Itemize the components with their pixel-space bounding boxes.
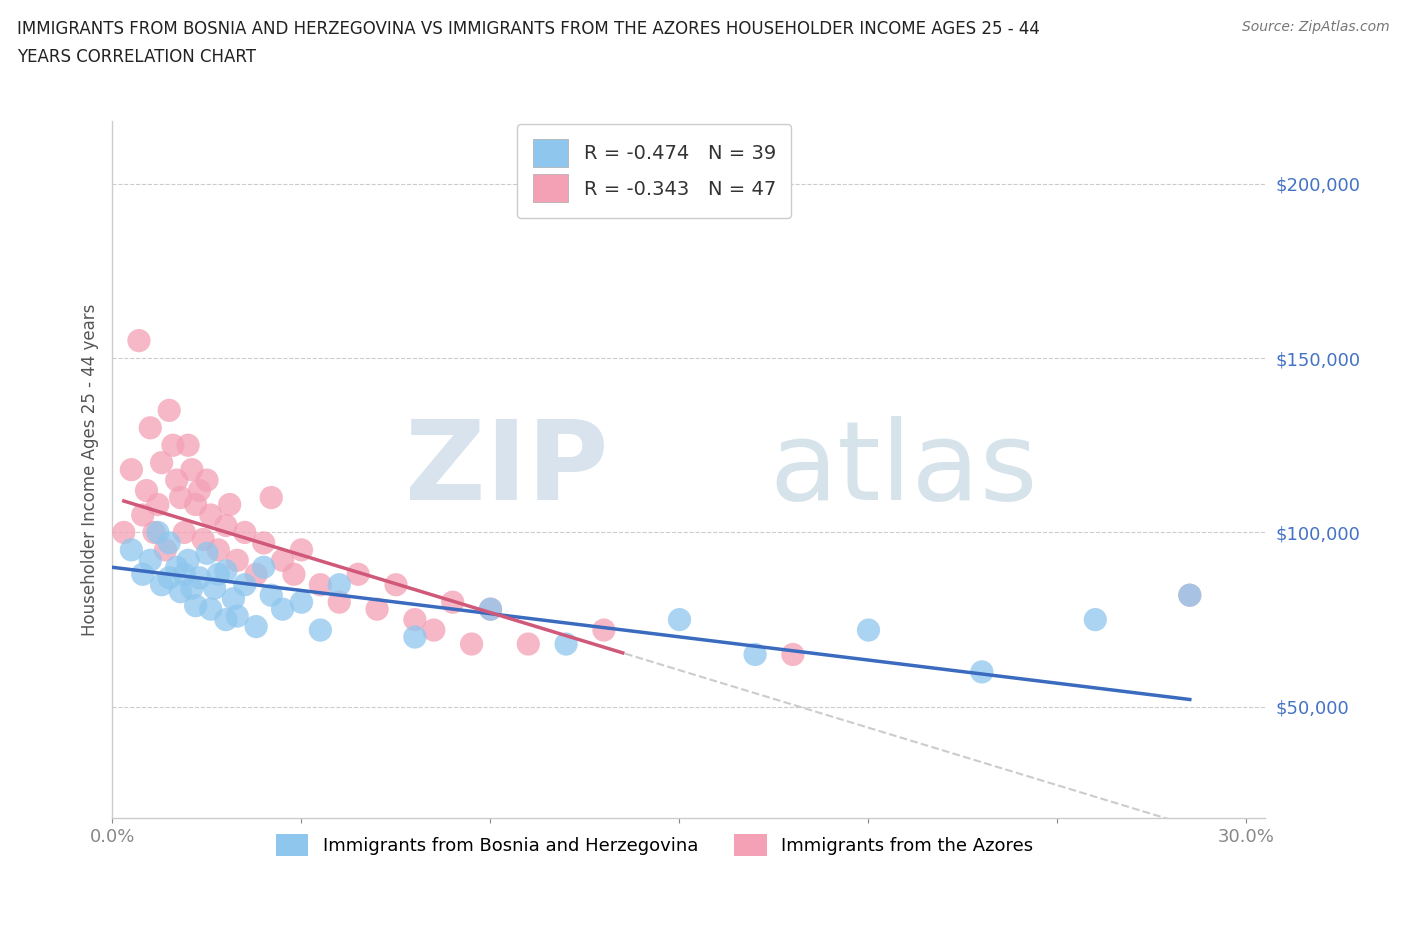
Text: YEARS CORRELATION CHART: YEARS CORRELATION CHART [17, 48, 256, 66]
Point [328, 578, 350, 592]
Point [162, 438, 184, 453]
Point [555, 637, 578, 652]
Point [226, 609, 249, 624]
Point [143, 525, 166, 539]
Point [195, 472, 218, 487]
Point [309, 578, 332, 592]
Point [218, 497, 240, 512]
Point [150, 455, 173, 470]
Point [139, 552, 162, 567]
Point [271, 552, 294, 567]
Point [385, 578, 408, 592]
Point [479, 602, 502, 617]
Point [858, 623, 880, 638]
Point [184, 497, 207, 512]
Point [460, 637, 482, 652]
Point [215, 518, 238, 533]
Point [744, 647, 766, 662]
Point [169, 584, 191, 599]
Point [245, 566, 267, 582]
Point [309, 623, 332, 638]
Point [233, 578, 256, 592]
Point [593, 623, 616, 638]
Point [366, 602, 388, 617]
Point [166, 472, 188, 487]
Point [120, 462, 142, 477]
Point [132, 566, 155, 582]
Point [260, 490, 283, 505]
Point [253, 560, 276, 575]
Point [347, 566, 370, 582]
Point [128, 333, 150, 348]
Point [180, 580, 202, 595]
Point [290, 595, 312, 610]
Point [193, 532, 215, 547]
Point [155, 542, 177, 557]
Point [1178, 588, 1201, 603]
Point [157, 403, 180, 418]
Text: ZIP: ZIP [405, 416, 609, 524]
Legend: Immigrants from Bosnia and Herzegovina, Immigrants from the Azores: Immigrants from Bosnia and Herzegovina, … [267, 825, 1042, 865]
Point [253, 536, 276, 551]
Point [120, 542, 142, 557]
Point [233, 525, 256, 539]
Point [177, 438, 200, 453]
Text: IMMIGRANTS FROM BOSNIA AND HERZEGOVINA VS IMMIGRANTS FROM THE AZORES HOUSEHOLDER: IMMIGRANTS FROM BOSNIA AND HERZEGOVINA V… [17, 20, 1040, 38]
Point [668, 612, 690, 627]
Point [150, 578, 173, 592]
Point [423, 623, 446, 638]
Point [290, 542, 312, 557]
Point [177, 552, 200, 567]
Point [404, 630, 426, 644]
Point [260, 588, 283, 603]
Point [146, 525, 169, 539]
Point [404, 612, 426, 627]
Point [1178, 588, 1201, 603]
Text: atlas: atlas [769, 416, 1038, 524]
Point [188, 570, 211, 585]
Point [146, 497, 169, 512]
Point [195, 546, 218, 561]
Point [169, 490, 191, 505]
Point [173, 525, 195, 539]
Point [135, 484, 157, 498]
Point [517, 637, 540, 652]
Point [271, 602, 294, 617]
Point [1084, 612, 1107, 627]
Point [166, 560, 188, 575]
Text: Source: ZipAtlas.com: Source: ZipAtlas.com [1241, 20, 1389, 34]
Y-axis label: Householder Income Ages 25 - 44 years: Householder Income Ages 25 - 44 years [80, 303, 98, 636]
Point [782, 647, 804, 662]
Point [222, 591, 245, 606]
Point [112, 525, 135, 539]
Point [207, 566, 229, 582]
Point [200, 508, 222, 523]
Point [157, 536, 180, 551]
Point [207, 542, 229, 557]
Point [200, 602, 222, 617]
Point [132, 508, 155, 523]
Point [328, 595, 350, 610]
Point [215, 612, 238, 627]
Point [970, 664, 993, 679]
Point [184, 598, 207, 613]
Point [283, 566, 305, 582]
Point [215, 564, 238, 578]
Point [139, 420, 162, 435]
Point [188, 484, 211, 498]
Point [479, 602, 502, 617]
Point [173, 566, 195, 582]
Point [245, 619, 267, 634]
Point [204, 580, 226, 595]
Point [226, 552, 249, 567]
Point [180, 462, 202, 477]
Point [441, 595, 464, 610]
Point [157, 570, 180, 585]
